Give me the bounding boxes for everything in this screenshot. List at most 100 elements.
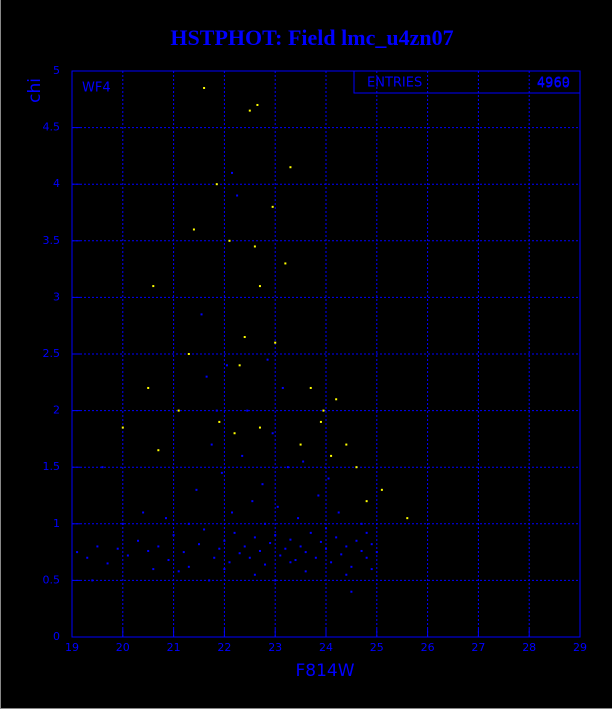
y-tick-label: 1.5 (43, 460, 61, 473)
point (187, 522, 190, 525)
point (236, 194, 239, 197)
point (266, 358, 269, 361)
point (304, 570, 307, 573)
point (264, 563, 267, 566)
point (406, 517, 409, 520)
plot-area: 19 20 21 22 23 24 25 26 27 28 29 0 0.5 1 1.5 2 2.5 3 3.5 4 4… (43, 64, 588, 654)
point (96, 545, 99, 548)
point (284, 262, 287, 265)
point (327, 477, 330, 480)
stats-value: 4969 (537, 76, 570, 91)
point (116, 547, 119, 550)
y-tick-label: 5 (53, 64, 60, 77)
point (208, 579, 211, 582)
point (248, 109, 251, 112)
point (380, 488, 383, 491)
point (243, 336, 246, 339)
point (258, 549, 261, 552)
point (86, 556, 89, 559)
stats-label: ENTRIES (367, 76, 422, 91)
y-tick-label: 0.5 (43, 573, 61, 586)
point (177, 570, 180, 573)
point (330, 454, 333, 457)
point (121, 522, 124, 525)
annotation: WF4 (82, 81, 111, 96)
point (241, 454, 244, 457)
point (210, 443, 213, 446)
chart-title: HSTPHOT: Field lmc_u4zn07 (170, 25, 453, 50)
point (309, 531, 312, 534)
point (289, 538, 292, 541)
point (253, 245, 256, 248)
x-tick-label: 25 (370, 641, 384, 654)
point (157, 449, 160, 452)
point (187, 565, 190, 568)
point (360, 522, 363, 525)
point (309, 386, 312, 389)
x-tick-label: 28 (522, 641, 536, 654)
point (121, 426, 124, 429)
point (279, 554, 282, 557)
y-tick-label: 3.5 (43, 234, 61, 247)
point (325, 547, 327, 550)
point (91, 579, 94, 582)
plot-frame (71, 70, 581, 638)
point (335, 536, 338, 539)
y-tick-label: 2 (53, 404, 60, 417)
point (258, 426, 261, 429)
point (345, 545, 348, 548)
stats-value: 4960 (537, 77, 570, 92)
point (284, 547, 287, 550)
point (177, 409, 180, 412)
point (243, 545, 246, 548)
point (225, 364, 228, 367)
point (233, 531, 236, 534)
point (142, 511, 145, 514)
point (126, 554, 129, 557)
point (215, 409, 218, 412)
x-tick-label: 20 (116, 641, 130, 654)
point (350, 590, 353, 593)
point (330, 561, 333, 564)
point (345, 443, 348, 446)
y-tick-label: 2.5 (43, 347, 61, 360)
point (228, 561, 231, 564)
point (325, 527, 327, 530)
point (317, 494, 320, 497)
point (294, 559, 297, 562)
y-tick-label: 3 (53, 290, 60, 303)
point (101, 466, 104, 469)
point (147, 549, 150, 552)
point (370, 543, 373, 546)
point (106, 562, 109, 565)
point (297, 517, 300, 520)
y-axis-label: chi (25, 78, 45, 103)
point (289, 561, 292, 564)
point (271, 205, 274, 208)
point (289, 166, 292, 169)
point (256, 103, 259, 106)
point (218, 547, 221, 550)
point (365, 531, 368, 534)
point (314, 556, 317, 559)
point (299, 443, 302, 446)
point (157, 545, 160, 548)
point (340, 553, 343, 556)
point (274, 341, 277, 344)
point (355, 466, 358, 469)
point (251, 500, 254, 503)
point (335, 398, 338, 401)
point (238, 552, 241, 555)
point (231, 511, 234, 514)
point (319, 540, 322, 543)
point (223, 539, 226, 542)
point (172, 534, 175, 537)
x-tick-label: 22 (217, 641, 231, 654)
point (152, 285, 155, 288)
point (271, 432, 274, 435)
point (164, 517, 167, 520)
point (274, 534, 277, 537)
x-tick-label: 26 (421, 641, 435, 654)
point (152, 568, 155, 571)
point (281, 386, 284, 389)
